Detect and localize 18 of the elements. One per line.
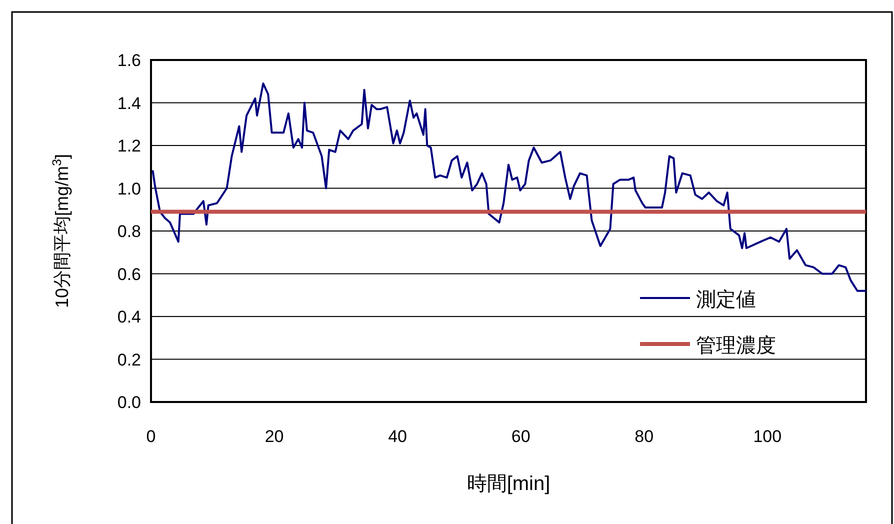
y-tick-label: 1.0 xyxy=(117,179,141,198)
y-tick-label: 0.2 xyxy=(117,350,141,370)
x-axis-title: 時間[min] xyxy=(466,473,550,495)
y-tick-label: 0.4 xyxy=(117,308,141,326)
y-tick-label: 0.8 xyxy=(117,222,141,241)
x-tick-label: 60 xyxy=(511,427,530,446)
x-tick-label: 80 xyxy=(634,427,654,446)
x-tick-label: 100 xyxy=(753,427,782,446)
y-tick-label: 1.2 xyxy=(117,136,141,156)
y-tick-label: 0.0 xyxy=(117,393,141,412)
legend-label: 管理濃度 xyxy=(696,335,776,357)
y-tick-label: 1.4 xyxy=(117,94,141,113)
y-tick-label: 0.6 xyxy=(117,264,141,284)
x-tick-label: 40 xyxy=(388,427,408,446)
x-tick-label: 0 xyxy=(146,427,156,446)
y-tick-label: 1.6 xyxy=(117,51,141,70)
legend-label: 測定値 xyxy=(696,289,756,311)
x-tick-label: 20 xyxy=(264,427,284,446)
